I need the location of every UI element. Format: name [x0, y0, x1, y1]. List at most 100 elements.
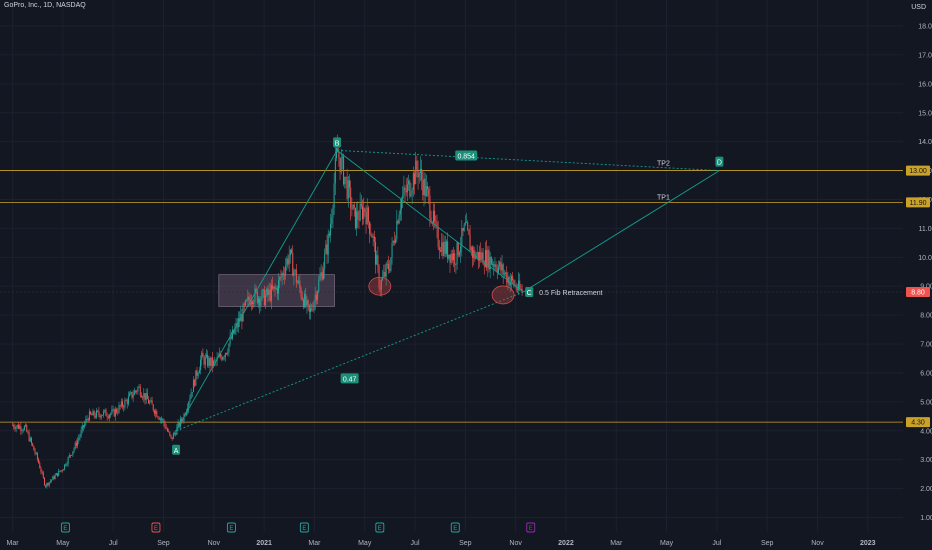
y-tick-label: 14.00	[918, 139, 932, 146]
y-tick-label: 2.00	[920, 486, 932, 493]
candle-body	[440, 250, 442, 252]
candle-body	[103, 411, 105, 416]
candle-body	[81, 425, 83, 430]
candle-body	[482, 252, 484, 265]
candle-body	[331, 217, 333, 224]
candle-body	[401, 199, 403, 210]
candle-body	[417, 169, 419, 178]
candle-body	[52, 476, 54, 480]
candle-body	[450, 253, 452, 263]
candle-body	[161, 418, 163, 420]
candle-body	[489, 256, 491, 270]
candle-body	[159, 418, 161, 420]
candle-body	[358, 219, 360, 221]
candle-body	[222, 357, 224, 360]
candle-body	[78, 437, 80, 441]
candle-body	[20, 426, 22, 431]
time-axis[interactable]: Mar May Jul Sep Nov 2021 Mar May Jul Sep Nov 2022 Ma…	[7, 540, 876, 547]
candle-body	[45, 485, 47, 487]
candle-body	[163, 419, 165, 424]
candle-series	[12, 134, 523, 489]
candle-body	[403, 187, 405, 196]
level-tag	[906, 417, 930, 428]
candle-body	[302, 299, 304, 307]
candle-body	[319, 276, 321, 280]
candle-body	[428, 188, 430, 196]
candle-body	[19, 426, 21, 429]
x-tick-label: 2022	[558, 540, 574, 547]
candle-body	[453, 253, 455, 261]
point-c-label-box	[525, 287, 534, 298]
candle-body	[379, 287, 381, 290]
candle-body	[377, 255, 379, 267]
candle-body	[370, 233, 372, 235]
candle-body	[438, 247, 440, 251]
candle-body	[335, 148, 337, 159]
candle-body	[326, 244, 328, 255]
candle-body	[253, 302, 255, 304]
x-tick-label: Mar	[7, 540, 20, 547]
candle-body	[347, 180, 349, 199]
x-tick-label: May	[660, 540, 674, 547]
x-tick-label: 2021	[256, 540, 272, 547]
candle-body	[101, 415, 103, 416]
candle-body	[395, 239, 397, 243]
chart-grid	[0, 0, 903, 532]
candle-body	[333, 183, 335, 208]
candle-body	[464, 222, 466, 225]
candle-body	[192, 379, 194, 392]
candle-body	[211, 357, 213, 367]
y-tick-label: 6.00	[920, 370, 932, 377]
candle-body	[214, 360, 216, 362]
candle-body	[314, 294, 316, 302]
candle-body	[247, 296, 249, 300]
candle-body	[397, 220, 399, 224]
earnings-marker	[375, 522, 385, 533]
candle-body	[399, 209, 401, 215]
candle-body	[475, 255, 477, 259]
candle-body	[324, 253, 326, 269]
ratio-ac-label: 0.47	[343, 376, 357, 383]
candle-body	[442, 242, 444, 257]
candle-body	[116, 409, 118, 413]
candle-body	[477, 251, 479, 261]
candle-body	[208, 358, 210, 366]
candle-body	[406, 184, 408, 193]
candle-body	[501, 264, 503, 271]
candle-body	[292, 252, 294, 276]
candle-body	[311, 308, 313, 310]
y-tick-label: 4.00	[920, 428, 932, 435]
x-tick-label: Jul	[411, 540, 420, 547]
candle-body	[351, 208, 353, 210]
candle-body	[98, 411, 100, 415]
candle-body	[299, 280, 301, 289]
candle-body	[352, 204, 354, 210]
candle-body	[419, 168, 421, 174]
candle-body	[220, 354, 222, 357]
candle-body	[100, 415, 102, 418]
candle-body	[322, 268, 324, 280]
candle-body	[384, 271, 386, 277]
candle-body	[343, 156, 345, 185]
candle-body	[350, 187, 352, 209]
candle-body	[317, 291, 319, 300]
candle-body	[105, 409, 107, 417]
candle-body	[30, 438, 32, 444]
candle-body	[425, 186, 427, 196]
candle-body	[91, 414, 93, 416]
candle-body	[422, 179, 424, 196]
candle-body	[276, 288, 278, 294]
candle-body	[261, 290, 263, 300]
abcd-pattern	[175, 149, 720, 432]
y-tick-label: 18.00	[918, 24, 932, 31]
candle-body	[494, 264, 496, 267]
candle-body	[513, 280, 515, 286]
candle-body	[28, 432, 30, 442]
candle-body	[463, 224, 465, 231]
candle-body	[391, 243, 393, 258]
candle-body	[266, 288, 268, 296]
price-axis[interactable]: 1.002.003.004.005.006.007.008.009.0010.0…	[906, 24, 932, 523]
candle-body	[119, 405, 121, 407]
level-tag-label: 13.00	[909, 168, 927, 175]
